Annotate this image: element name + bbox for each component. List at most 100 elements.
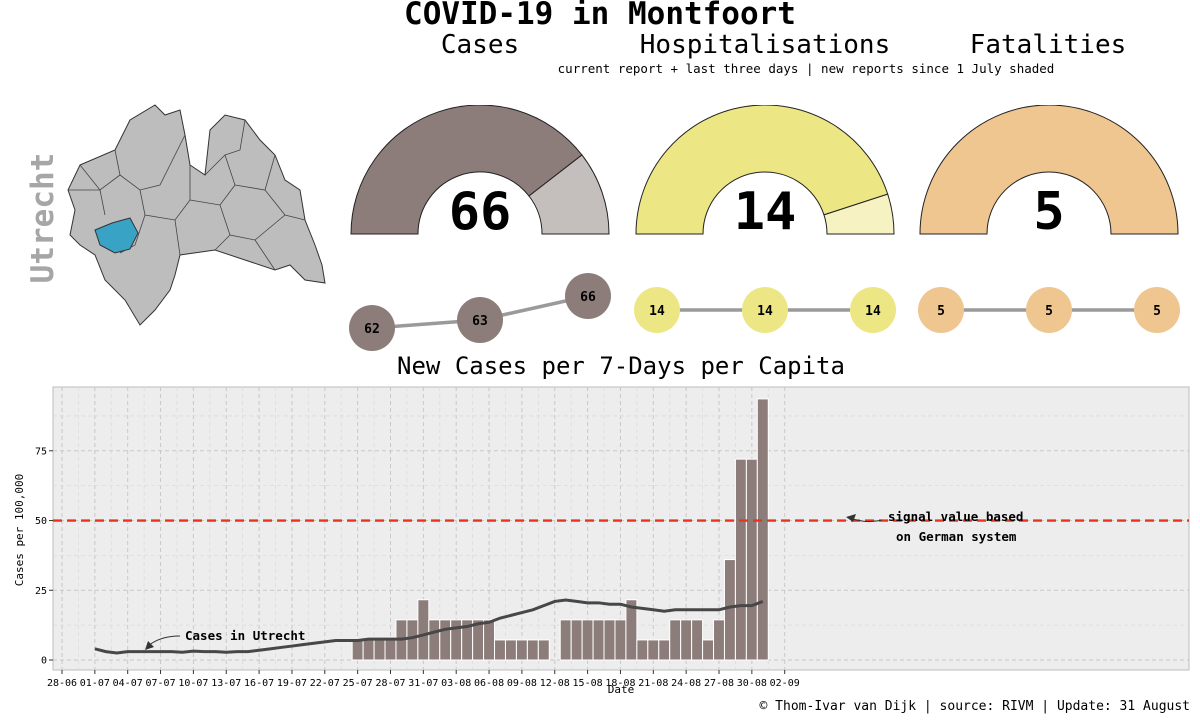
x-axis-label: Date — [608, 683, 635, 696]
cases-dot-3 — [565, 273, 611, 319]
footer: © Thom-Ivar van Dijk | source: RIVM | Up… — [759, 699, 1190, 714]
y-tick-label: 75 — [35, 446, 47, 457]
x-tick-label: 12-08 — [540, 678, 570, 689]
bar — [439, 619, 452, 661]
bar — [756, 398, 769, 661]
hospitalisations-value: 14 — [733, 182, 797, 242]
axes: 28-06 01-07 04-07 07-07 10-07 13-07 16-07 19-07… — [35, 446, 800, 689]
bar — [537, 639, 550, 661]
bar — [603, 619, 616, 661]
hosp-gauge-new — [823, 193, 895, 235]
bar — [592, 619, 605, 661]
y-tick-label: 25 — [35, 586, 47, 597]
x-tick-label: 28-07 — [375, 678, 405, 689]
bar — [526, 639, 539, 661]
montfoort-highlight — [94, 217, 139, 254]
fatal-dot-label-3: 5 — [1153, 304, 1161, 319]
bar — [713, 619, 725, 661]
x-tick-label: 02-09 — [770, 678, 800, 689]
subtitle: current report + last three days | new r… — [557, 61, 1055, 76]
x-tick-label: 24-08 — [671, 678, 701, 689]
municipality-borders — [68, 119, 306, 271]
x-tick-label: 15-08 — [573, 678, 603, 689]
bar — [428, 619, 441, 661]
hosp-gauge-main — [635, 105, 889, 235]
cases-chart: 28-06 01-07 04-07 07-07 10-07 13-07 16-07 19-07… — [13, 386, 1190, 696]
bar — [483, 619, 496, 661]
cases-value: 66 — [448, 182, 512, 242]
cases-dot-2 — [457, 297, 503, 343]
bar — [450, 619, 463, 661]
bar — [384, 639, 397, 661]
cases-dot-label-1: 62 — [364, 322, 380, 337]
x-tick-label: 01-07 — [80, 678, 110, 689]
hospitalisations-gauge — [635, 105, 895, 235]
threshold-annotation-2: on German system — [896, 529, 1017, 544]
bar — [362, 639, 375, 661]
cases-gauge — [350, 105, 610, 235]
hosp-dot-3 — [850, 287, 896, 333]
bar — [417, 599, 430, 661]
x-tick-label: 10-07 — [178, 678, 208, 689]
hosp-dot-label-2: 14 — [757, 304, 773, 319]
cases-gauge-new — [528, 154, 610, 235]
bar — [734, 458, 747, 661]
y-tick-label: 0 — [41, 656, 47, 667]
fatal-dot-3 — [1134, 287, 1180, 333]
bar — [680, 619, 693, 661]
x-tick-label: 28-06 — [47, 678, 77, 689]
hosp-dot-label-3: 14 — [865, 304, 881, 319]
bar — [691, 619, 704, 661]
region-arrow-head — [145, 641, 154, 650]
province-map — [67, 104, 326, 326]
x-tick-label: 21-08 — [638, 678, 668, 689]
fatal-dot-2 — [1026, 287, 1072, 333]
bar — [559, 619, 572, 661]
fatal-dot-1 — [918, 287, 964, 333]
bar — [581, 619, 594, 661]
trend-dots: 62 63 66 14 14 14 5 5 5 — [349, 273, 1180, 351]
bar — [702, 639, 715, 661]
cases-gauge-main — [350, 105, 583, 235]
bar — [669, 619, 682, 661]
province-shape — [67, 104, 326, 326]
bar — [515, 639, 528, 661]
threshold-annotation-1: signal value based — [888, 509, 1023, 524]
x-tick-label: 04-07 — [113, 678, 143, 689]
bar — [373, 639, 386, 661]
bar — [723, 559, 736, 661]
region-annotation: Cases in Utrecht — [185, 628, 305, 643]
x-tick-label: 27-08 — [704, 678, 734, 689]
cases-title: Cases — [440, 30, 520, 60]
bar — [647, 639, 660, 661]
cases-dot-1 — [349, 305, 395, 351]
fatal-dot-label-2: 5 — [1045, 304, 1053, 319]
x-tick-label: 31-07 — [408, 678, 438, 689]
x-tick-label: 03-08 — [441, 678, 471, 689]
x-tick-label: 16-07 — [244, 678, 274, 689]
x-tick-label: 25-07 — [343, 678, 373, 689]
fatalities-value: 5 — [1033, 182, 1065, 242]
bar — [406, 619, 419, 661]
x-tick-label: 22-07 — [310, 678, 340, 689]
hospitalisations-title: Hospitalisations — [639, 30, 891, 60]
bar — [570, 619, 583, 661]
bar — [494, 639, 506, 661]
bar — [504, 639, 517, 661]
region-line — [94, 598, 764, 655]
x-tick-label: 18-08 — [605, 678, 635, 689]
bar — [351, 639, 364, 661]
x-tick-label: 07-07 — [145, 678, 175, 689]
x-tick-label: 13-07 — [211, 678, 241, 689]
bar — [625, 599, 638, 661]
y-tick-label: 50 — [35, 516, 47, 527]
region-label: Utrecht — [25, 152, 61, 284]
hosp-dot-2 — [742, 287, 788, 333]
bar — [658, 639, 671, 661]
main-title: COVID-19 in Montfoort — [404, 0, 796, 32]
hosp-dot-label-1: 14 — [649, 304, 665, 319]
threshold-arrow-head — [846, 514, 856, 522]
fatal-gauge-main — [919, 105, 1179, 235]
cases-dot-label-2: 63 — [472, 314, 488, 329]
x-tick-label: 19-07 — [277, 678, 307, 689]
